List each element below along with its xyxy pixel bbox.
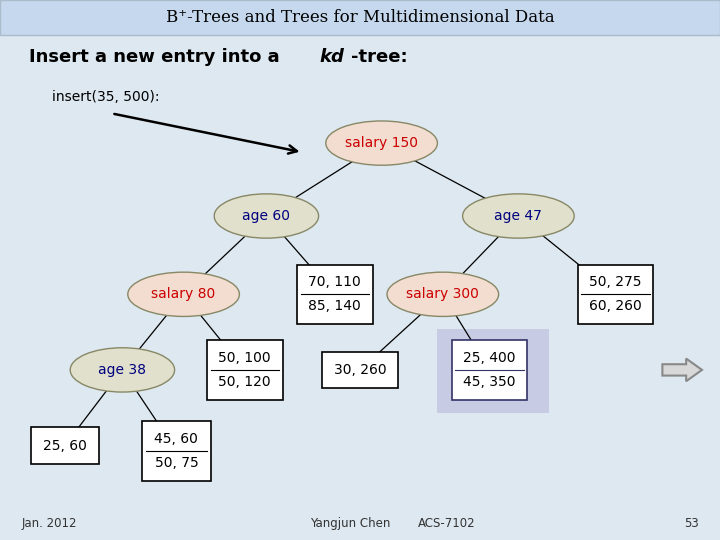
Text: 50, 75: 50, 75 (155, 456, 198, 470)
Text: 25, 60: 25, 60 (43, 438, 86, 453)
FancyBboxPatch shape (323, 352, 397, 388)
Text: age 38: age 38 (99, 363, 146, 377)
Text: 45, 60: 45, 60 (155, 432, 198, 446)
Ellipse shape (71, 348, 174, 392)
FancyBboxPatch shape (452, 340, 527, 400)
Text: 60, 260: 60, 260 (589, 299, 642, 313)
Text: Yangjun Chen: Yangjun Chen (310, 517, 390, 530)
FancyBboxPatch shape (0, 0, 720, 35)
FancyBboxPatch shape (437, 329, 549, 413)
FancyBboxPatch shape (577, 265, 654, 324)
FancyArrow shape (662, 359, 702, 381)
Text: 25, 400: 25, 400 (464, 351, 516, 365)
Text: Insert a new entry into a: Insert a new entry into a (29, 48, 286, 66)
Text: kd: kd (320, 48, 345, 66)
FancyBboxPatch shape (30, 427, 99, 464)
Text: salary 150: salary 150 (345, 136, 418, 150)
Text: ACS-7102: ACS-7102 (418, 517, 475, 530)
Text: age 47: age 47 (495, 209, 542, 223)
Ellipse shape (387, 272, 498, 316)
Text: salary 300: salary 300 (406, 287, 480, 301)
FancyBboxPatch shape (207, 340, 283, 400)
Text: -tree:: -tree: (351, 48, 408, 66)
Text: 50, 120: 50, 120 (218, 375, 271, 389)
Ellipse shape (128, 272, 239, 316)
Text: salary 80: salary 80 (151, 287, 216, 301)
FancyBboxPatch shape (297, 265, 373, 324)
Text: 50, 275: 50, 275 (590, 275, 642, 289)
Text: age 60: age 60 (243, 209, 290, 223)
Ellipse shape (462, 194, 575, 238)
Text: insert(35, 500):: insert(35, 500): (52, 90, 159, 104)
Text: 45, 350: 45, 350 (464, 375, 516, 389)
Text: B⁺-Trees and Trees for Multidimensional Data: B⁺-Trees and Trees for Multidimensional … (166, 9, 554, 26)
Text: 30, 260: 30, 260 (333, 363, 387, 377)
Text: 50, 100: 50, 100 (218, 351, 271, 365)
Text: 70, 110: 70, 110 (308, 275, 361, 289)
Text: 53: 53 (684, 517, 698, 530)
FancyBboxPatch shape (142, 421, 210, 481)
Text: 85, 140: 85, 140 (308, 299, 361, 313)
Ellipse shape (215, 194, 318, 238)
Ellipse shape (325, 121, 438, 165)
Text: Jan. 2012: Jan. 2012 (22, 517, 77, 530)
